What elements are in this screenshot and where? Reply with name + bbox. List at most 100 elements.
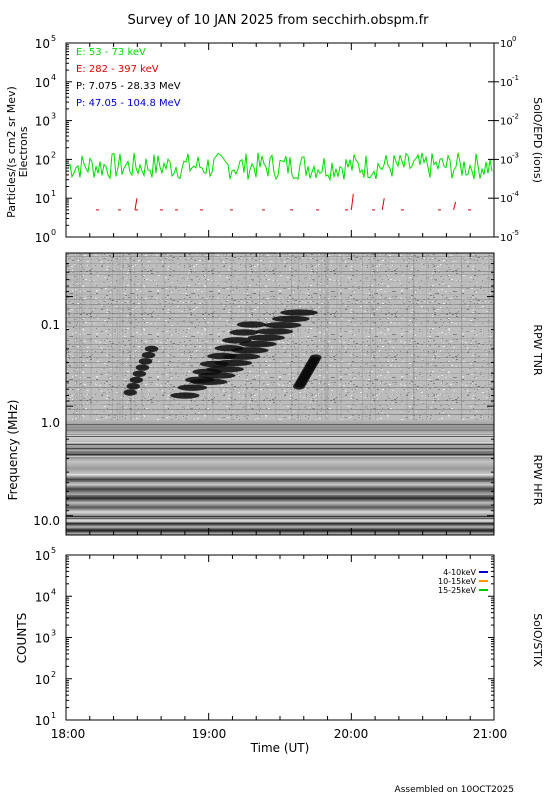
tnr-vertical-streak xyxy=(413,253,415,420)
epd-tick-label: 10 xyxy=(35,115,50,129)
tnr-vertical-streak xyxy=(90,253,92,420)
epd-tick-label: 10 xyxy=(35,231,50,245)
tnr-vertical-streak xyxy=(375,253,377,420)
rpw-tnr-bursts xyxy=(123,309,322,399)
tnr-vertical-streak xyxy=(370,253,372,420)
rpw-hfr-lines xyxy=(66,424,494,535)
epd-right-tick-label: 10 xyxy=(500,39,513,50)
epd-legend: E: 53 - 73 keV E: 282 - 397 keV P: 7.075… xyxy=(76,47,181,109)
tnr-burst-stripe xyxy=(198,372,236,379)
tnr-vertical-streak xyxy=(340,253,342,420)
x-tick-label: 19:00 xyxy=(192,727,227,741)
stix-plot-frame xyxy=(65,554,495,721)
tnr-vertical-streak xyxy=(321,253,323,420)
tnr-burst-stripe xyxy=(144,345,159,353)
tnr-burst-stripe xyxy=(293,383,305,390)
tnr-burst-stripe xyxy=(280,309,318,316)
stix-right-label: SolO/STIX xyxy=(531,613,544,667)
hfr-band xyxy=(66,456,494,457)
tnr-burst-stripe xyxy=(263,321,302,329)
tnr-burst-stripe xyxy=(214,359,253,367)
epd-legend-entry: P: 47.05 - 104.8 MeV xyxy=(76,98,181,109)
tnr-horizontal-streak xyxy=(66,400,494,401)
epd-right-tick-label: 10 xyxy=(500,194,513,205)
tnr-vertical-streak xyxy=(130,253,132,420)
tnr-vertical-streak xyxy=(412,253,414,420)
tnr-vertical-streak xyxy=(206,253,208,420)
tnr-burst-stripe xyxy=(138,358,153,365)
tnr-burst-stripe xyxy=(239,340,277,348)
epd-tick-label: 10 xyxy=(35,153,50,167)
tnr-vertical-streak xyxy=(362,253,364,420)
epd-plot-frame xyxy=(65,42,495,238)
tnr-horizontal-streak xyxy=(66,409,494,410)
tnr-burst-stripe xyxy=(222,353,261,360)
tnr-horizontal-streak xyxy=(66,373,494,374)
epd-right-tick-exponent: 0 xyxy=(512,35,516,43)
tnr-vertical-streak xyxy=(460,253,462,420)
tnr-vertical-streak xyxy=(79,253,81,420)
epd-right-tick-exponent: -4 xyxy=(512,190,520,198)
tnr-vertical-streak xyxy=(327,253,329,420)
rpw-panel: 0.1 1.0 10.0 Frequency (MHz) RPW TNR RPW… xyxy=(6,252,544,536)
epd-tick-label: 10 xyxy=(35,192,50,206)
tnr-horizontal-streak xyxy=(66,281,494,282)
x-tick-label: 20:00 xyxy=(334,727,369,741)
epd-right-tick-exponent: -2 xyxy=(512,113,519,121)
tnr-vertical-streak xyxy=(74,253,76,420)
tnr-vertical-streak xyxy=(116,253,118,420)
stix-legend: 4-10keV 10-15keV 15-25keV xyxy=(438,568,488,595)
tnr-vertical-streak xyxy=(298,253,300,420)
hfr-band xyxy=(66,434,494,435)
epd-legend-entry: P: 7.075 - 28.33 MeV xyxy=(76,81,181,92)
tnr-horizontal-streak xyxy=(66,271,494,272)
epd-tick-exponent: 2 xyxy=(51,150,56,159)
tnr-burst-stripe xyxy=(255,328,294,335)
tnr-vertical-streak xyxy=(336,253,338,420)
stix-tick-label: 10 xyxy=(35,714,50,728)
epd-tick-exponent: 0 xyxy=(51,228,56,237)
tnr-vertical-streak xyxy=(245,253,247,420)
x-tick-label: 21:00 xyxy=(473,727,508,741)
tnr-horizontal-streak xyxy=(66,313,494,314)
tnr-horizontal-streak xyxy=(66,274,494,275)
tnr-vertical-streak xyxy=(426,253,428,420)
epd-right-tick-exponent: -1 xyxy=(512,74,519,82)
tnr-horizontal-streak xyxy=(66,304,494,305)
hfr-band xyxy=(66,440,494,441)
epd-right-tick-label: 10 xyxy=(500,233,513,244)
hfr-band xyxy=(66,436,494,437)
rpw-tnr-label: RPW TNR xyxy=(531,324,544,376)
tnr-horizontal-streak xyxy=(66,414,494,415)
tnr-burst-stripe xyxy=(247,334,285,341)
hfr-band xyxy=(66,480,494,481)
tnr-vertical-streak xyxy=(212,253,214,420)
tnr-horizontal-streak xyxy=(66,404,494,405)
epd-series-layer xyxy=(67,152,493,211)
tnr-burst-stripe xyxy=(177,384,207,391)
rpw-hfr-spectrogram xyxy=(66,420,494,535)
hfr-band xyxy=(66,530,494,531)
hfr-band xyxy=(66,450,494,451)
stix-tick-label: 10 xyxy=(35,673,50,687)
hfr-band xyxy=(66,424,494,425)
epd-right-tick-label: 10 xyxy=(500,117,513,128)
stix-legend-entry: 15-25keV xyxy=(438,586,477,595)
epd-right-label: SolO/EPD (ions) xyxy=(531,97,544,183)
hfr-band xyxy=(66,454,494,455)
epd-right-tick-label: 10 xyxy=(500,78,513,89)
tnr-burst-stripe xyxy=(126,383,141,390)
hfr-band xyxy=(66,494,494,495)
epd-tick-label: 10 xyxy=(35,76,50,90)
hfr-band xyxy=(66,444,494,445)
tnr-vertical-streak xyxy=(130,253,132,420)
hfr-band xyxy=(66,448,494,449)
epd-tick-exponent: 3 xyxy=(51,112,56,121)
tnr-burst-stripe xyxy=(123,389,137,396)
tnr-horizontal-streak xyxy=(66,308,494,309)
